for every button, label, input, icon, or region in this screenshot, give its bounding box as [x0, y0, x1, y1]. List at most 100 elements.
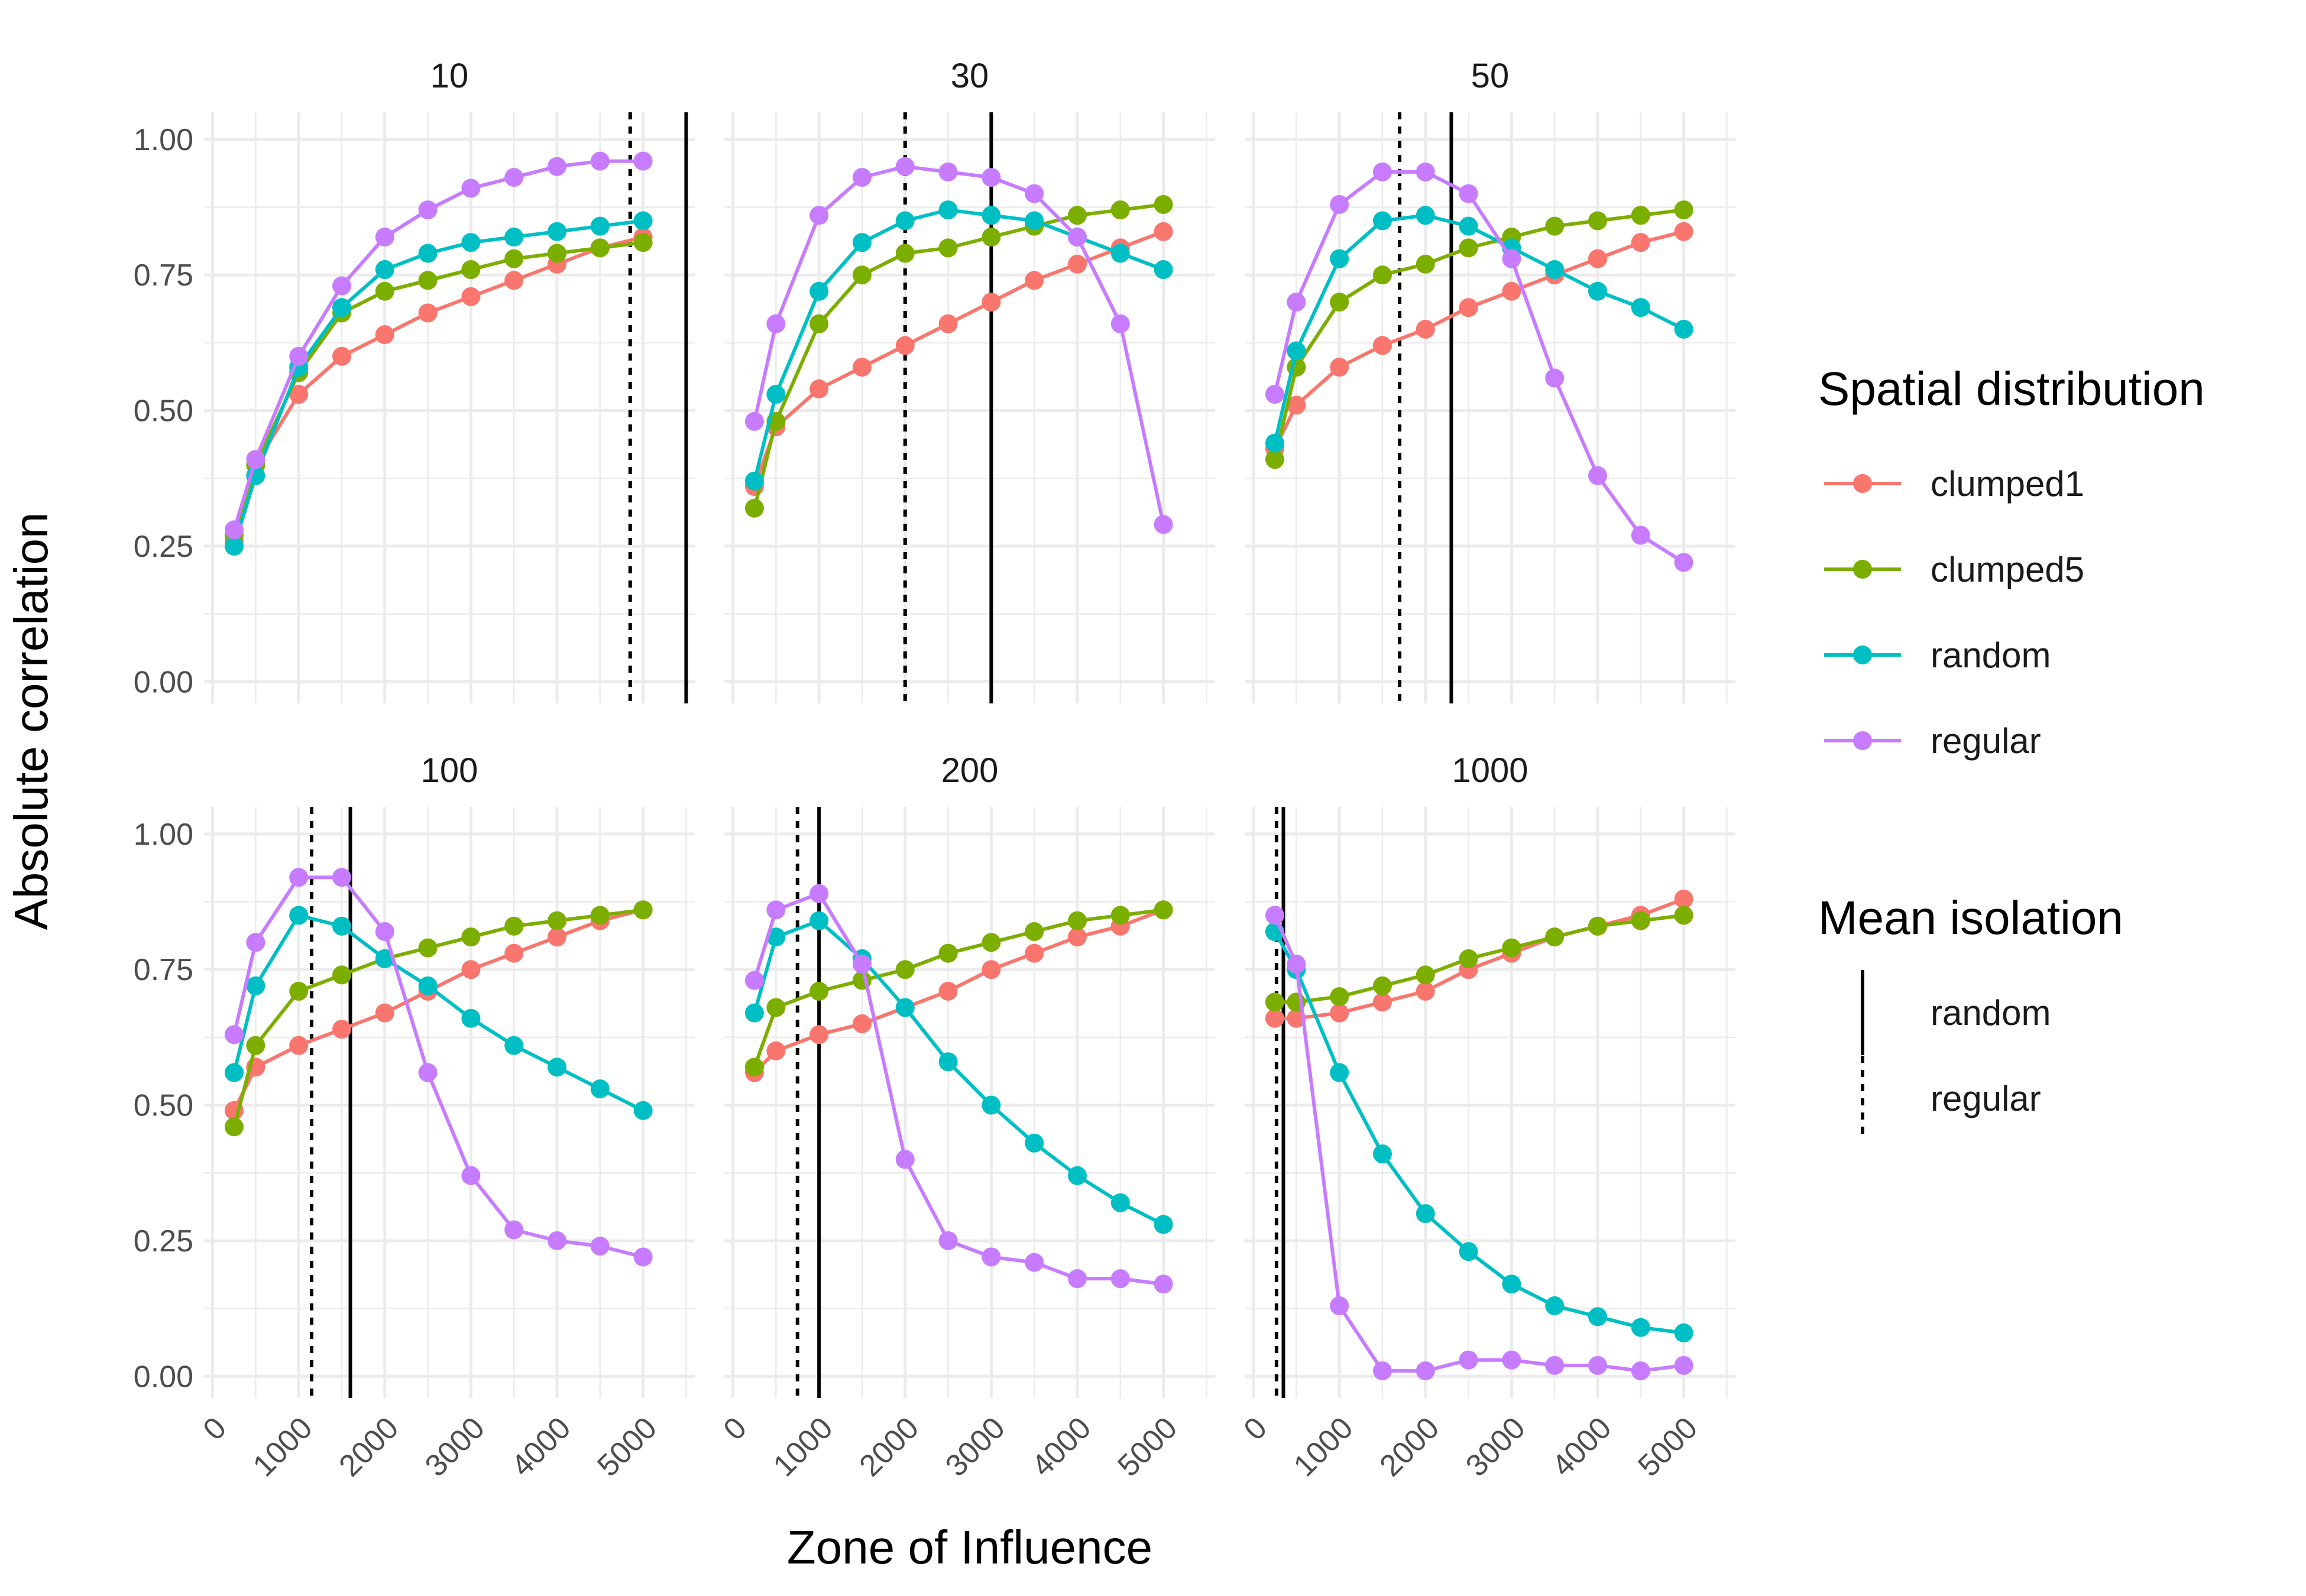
color-legend-title: Spatial distribution: [1818, 362, 2205, 415]
data-point-clumped5: [809, 981, 829, 1001]
data-point-regular: [766, 900, 786, 920]
data-point-random: [1372, 211, 1392, 231]
data-point-clumped1: [1330, 1003, 1349, 1023]
data-point-clumped5: [418, 938, 438, 958]
data-point-regular: [1265, 906, 1284, 925]
panel-grid: [1245, 112, 1735, 703]
data-point-regular: [1068, 228, 1087, 247]
data-point-regular: [1674, 553, 1693, 572]
data-point-regular: [852, 168, 872, 187]
legend-entry-isolation-regular: regular: [1861, 1056, 2041, 1141]
data-point-clumped1: [504, 943, 524, 963]
data-point-random: [1025, 1133, 1044, 1153]
x-tick-label: 0: [1238, 1410, 1274, 1446]
facet-panel-200: 2000 1000 2000 3000 4000 5000: [717, 751, 1215, 1483]
x-tick-label: 2000: [853, 1410, 925, 1483]
data-point-regular: [289, 868, 309, 887]
data-point-clumped1: [1068, 254, 1087, 274]
data-point-clumped5: [938, 943, 958, 963]
legend: Spatial distribution Mean isolation clum…: [1818, 362, 2205, 1141]
data-point-random: [1588, 1307, 1608, 1326]
data-point-clumped5: [1588, 916, 1608, 936]
data-point-clumped5: [1416, 965, 1435, 985]
data-point-random: [1330, 1063, 1349, 1082]
facet-label: 100: [421, 751, 478, 790]
data-point-clumped1: [982, 960, 1001, 979]
data-point-clumped1: [1330, 358, 1349, 377]
data-point-clumped1: [375, 1003, 394, 1023]
data-point-random: [938, 1052, 958, 1072]
data-point-random: [504, 1036, 524, 1055]
series-clumped5: [1265, 906, 1693, 1012]
data-point-random: [1330, 249, 1349, 268]
data-point-regular: [982, 168, 1001, 187]
data-point-clumped1: [1372, 992, 1392, 1012]
data-point-clumped1: [852, 358, 872, 377]
data-point-random: [375, 260, 394, 280]
x-tick-label: 2000: [1373, 1410, 1446, 1483]
data-point-clumped5: [1110, 200, 1130, 220]
data-point-clumped5: [1154, 194, 1173, 214]
series-line-regular: [232, 159, 643, 531]
data-point-random: [938, 200, 958, 220]
data-point-regular: [1416, 1361, 1435, 1381]
data-point-random: [1631, 1318, 1650, 1337]
series-line-random: [753, 208, 1164, 482]
data-point-regular: [461, 179, 481, 198]
data-point-regular: [1588, 466, 1608, 485]
x-tick-label: 3000: [939, 1410, 1012, 1483]
data-point-random: [744, 1003, 764, 1023]
data-point-clumped5: [590, 238, 610, 258]
x-axis-title: Zone of Influence: [787, 1521, 1152, 1574]
data-point-regular: [744, 971, 764, 990]
data-point-regular: [633, 1247, 653, 1267]
x-tick-label: 0: [717, 1410, 753, 1446]
data-point-random: [1068, 1166, 1087, 1185]
data-point-clumped5: [895, 960, 915, 979]
data-point-regular: [1372, 1361, 1392, 1381]
data-point-regular: [1265, 385, 1284, 404]
data-point-regular: [1545, 1355, 1565, 1375]
data-point-clumped1: [1502, 281, 1521, 301]
series-random: [1265, 206, 1693, 453]
panel-grid: [1245, 807, 1735, 1398]
data-point-clumped5: [633, 900, 653, 920]
data-point-clumped5: [1068, 911, 1087, 930]
x-tick-label: 4000: [505, 1410, 578, 1483]
y-tick-label: 0.50: [134, 394, 193, 429]
y-tick-label: 0.25: [134, 530, 193, 564]
data-point-clumped5: [1674, 906, 1693, 925]
data-point-regular: [852, 955, 872, 974]
x-tick-label: 3000: [1459, 1410, 1532, 1483]
data-point-regular: [1502, 1350, 1521, 1370]
data-point-clumped5: [246, 1036, 265, 1055]
panels-layer: 10 0.00 0.25 0.50 0.75 1.00 30 50 100 0.00 0.25 0.5…: [134, 57, 1735, 1483]
legend-label: random: [1931, 635, 2051, 675]
legend-label: regular: [1931, 721, 2041, 761]
data-point-clumped1: [375, 325, 394, 345]
data-point-clumped1: [1416, 981, 1435, 1001]
legend-label: clumped1: [1931, 464, 2084, 504]
x-tick-label: 1000: [1287, 1410, 1360, 1483]
data-point-clumped5: [1459, 238, 1478, 258]
data-point-clumped1: [1674, 889, 1693, 909]
data-point-random: [375, 949, 394, 968]
series-regular: [744, 884, 1173, 1294]
series-clumped1: [744, 900, 1173, 1082]
facet-label: 50: [1471, 57, 1510, 95]
data-point-random: [809, 281, 829, 301]
data-point-clumped5: [1674, 200, 1693, 220]
panel-grid: [204, 807, 695, 1398]
data-point-regular: [246, 933, 265, 952]
legend-entry-random: random: [1824, 635, 2051, 675]
data-point-regular: [982, 1247, 1001, 1267]
data-point-random: [1631, 298, 1650, 317]
data-point-regular: [633, 151, 653, 171]
data-point-random: [224, 536, 244, 556]
data-point-clumped5: [744, 498, 764, 518]
data-point-regular: [504, 1220, 524, 1240]
series-line-clumped5: [1273, 208, 1685, 460]
series-regular: [744, 157, 1173, 534]
data-point-regular: [224, 1025, 244, 1044]
data-point-regular: [1631, 1361, 1650, 1381]
